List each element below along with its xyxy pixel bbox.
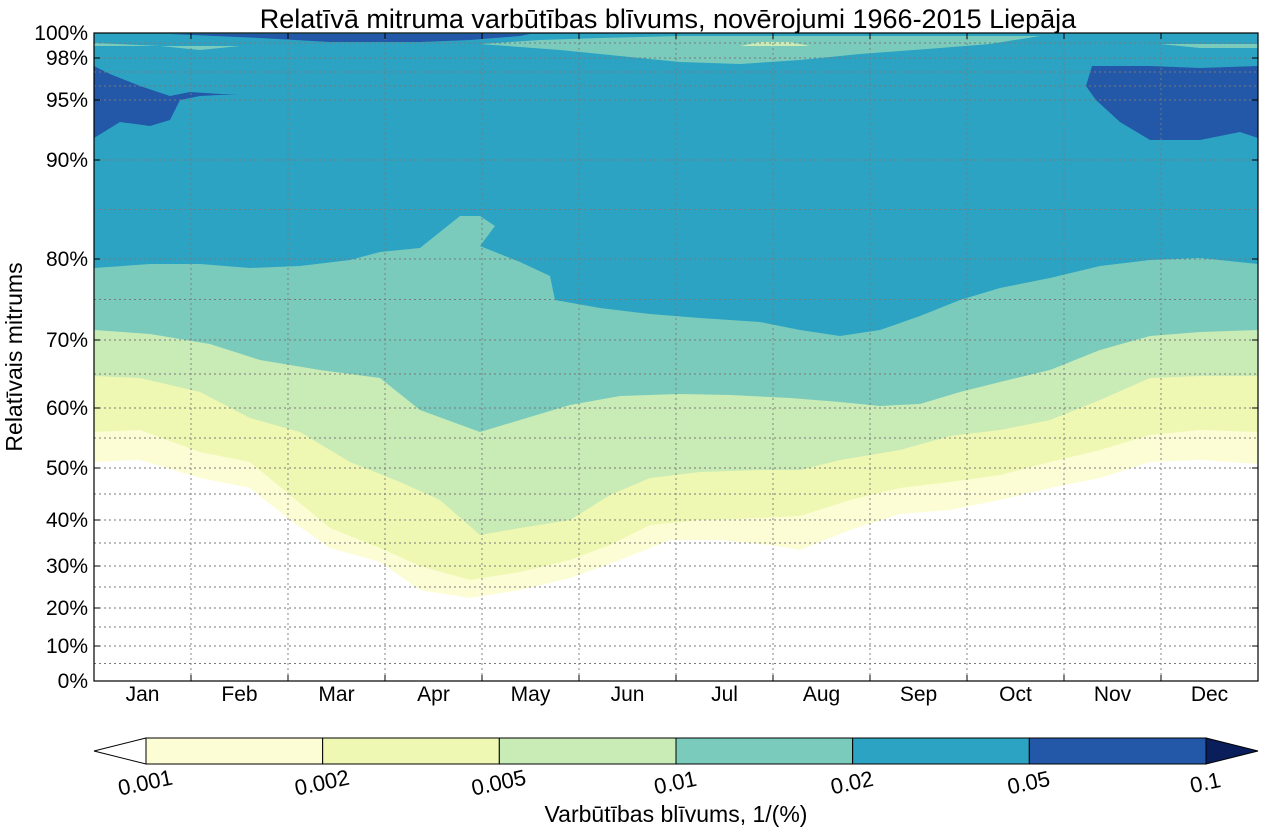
x-tick-label: Jul (711, 683, 738, 706)
colorbar-segment (852, 737, 1030, 765)
y-tick-label: 95% (46, 89, 88, 112)
x-axis: Jan Feb Mar Apr May Jun Jul Aug Sep Oct Nov Dec (126, 33, 1228, 706)
x-tick-label: Jun (611, 683, 645, 706)
y-tick-label: 70% (46, 329, 88, 352)
colorbar-segment (322, 737, 500, 765)
y-tick-label: 98% (46, 47, 88, 70)
density-band-0.05 (94, 66, 237, 138)
grid-layer (94, 33, 1258, 681)
density-band-0.05-right (1086, 66, 1258, 140)
colorbar-segment (675, 737, 854, 765)
y-axis-label: Relatīvais mitrums (1, 262, 27, 451)
colorbar-label: Varbūtības blīvums, 1/(%) (545, 801, 808, 827)
y-tick-label: 90% (46, 149, 88, 172)
y-tick-label: 20% (46, 597, 88, 620)
x-tick-label: Mar (318, 683, 354, 706)
x-tick-label: May (511, 683, 551, 706)
x-tick-label: Apr (417, 683, 450, 706)
colorbar-tick-label: 0.02 (828, 766, 875, 799)
colorbar-tick-label: 0.01 (652, 766, 699, 799)
y-axis: 0% 10% 20% 30% 40% 50% 60% 70% 80% 90% 95% 98%100% (34, 22, 1258, 693)
x-tick-label: Jan (126, 683, 160, 706)
colorbar-segment (498, 737, 677, 765)
colorbar-tick-label: 0.001 (116, 765, 175, 801)
y-tick-label: 80% (46, 248, 88, 271)
y-tick-label: 0% (58, 670, 88, 693)
colorbar-tick-label: 0.1 (1188, 767, 1223, 798)
density-band-0.05-top (170, 34, 530, 42)
colorbar: 0.001 0.002 0.005 0.01 0.02 0.05 0.1 (93, 737, 1259, 801)
y-tick-label: 50% (46, 457, 88, 480)
y-tick-label: 40% (46, 509, 88, 532)
colorbar-extend-low (93, 737, 147, 765)
x-tick-label: Sep (900, 683, 937, 706)
x-tick-label: Aug (803, 683, 840, 706)
y-tick-label: 30% (46, 555, 88, 578)
chart-title: Relatīvā mitruma varbūtības blīvums, nov… (260, 4, 1077, 34)
colorbar-tick-label: 0.05 (1005, 766, 1052, 799)
y-tick-label: 60% (46, 397, 88, 420)
x-tick-label: Nov (1094, 683, 1132, 706)
colorbar-tick-label: 0.005 (469, 765, 528, 801)
x-tick-label: Dec (1191, 683, 1228, 706)
colorbar-segment (1028, 737, 1207, 765)
colorbar-tick-label: 0.002 (292, 765, 351, 801)
colorbar-segment (145, 737, 324, 765)
x-tick-label: Oct (999, 683, 1032, 706)
y-tick-label: 10% (46, 635, 88, 658)
y-tick-label: 100% (34, 22, 88, 45)
colorbar-extend-high (1205, 737, 1259, 765)
density-band-top-light (740, 42, 810, 46)
x-tick-label: Feb (221, 683, 257, 706)
